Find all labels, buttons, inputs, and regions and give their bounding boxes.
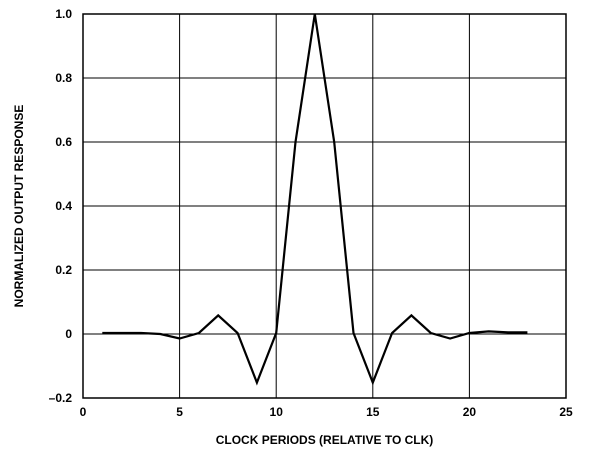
y-tick-label: 0.8 bbox=[55, 71, 72, 85]
x-tick-label: 15 bbox=[366, 405, 380, 419]
y-tick-label: 0.4 bbox=[55, 199, 72, 213]
y-tick-label: 0.6 bbox=[55, 135, 72, 149]
x-tick-label: 20 bbox=[463, 405, 477, 419]
x-tick-label: 10 bbox=[270, 405, 284, 419]
series-line bbox=[102, 13, 528, 386]
x-tick-label: 25 bbox=[559, 405, 573, 419]
y-axis-label: NORMALIZED OUTPUT RESPONSE bbox=[12, 105, 26, 308]
y-tick-label: 0.2 bbox=[55, 263, 72, 277]
x-tick-label: 0 bbox=[80, 405, 87, 419]
x-tick-label: 5 bbox=[176, 405, 183, 419]
x-axis-ticks: 0 5 10 15 20 25 bbox=[80, 405, 573, 419]
y-tick-label: –0.2 bbox=[49, 391, 73, 405]
y-tick-label: 1.0 bbox=[55, 7, 72, 21]
y-axis-ticks: –0.2 0 0.2 0.4 0.6 0.8 1.0 bbox=[49, 7, 73, 405]
y-tick-label: 0 bbox=[65, 327, 72, 341]
x-axis-label: CLOCK PERIODS (RELATIVE TO CLK) bbox=[216, 433, 434, 447]
plot-frame bbox=[82, 13, 567, 399]
